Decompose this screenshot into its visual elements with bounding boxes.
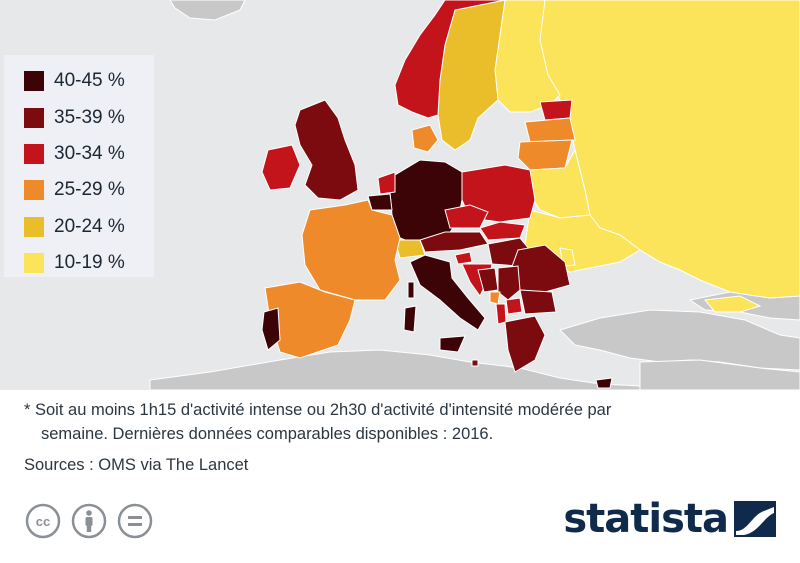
- region-lithuania: [517, 139, 573, 171]
- region-switzerland: [394, 239, 426, 259]
- region-greece: [504, 315, 546, 373]
- region-czechia: [444, 204, 489, 229]
- legend-item: 40-45 %: [24, 63, 154, 99]
- creative-commons-icon[interactable]: cc: [24, 502, 62, 540]
- svg-text:cc: cc: [36, 514, 50, 529]
- footnote: * Soit au moins 1h15 d'activité intense …: [24, 398, 784, 446]
- attribution-icon[interactable]: [70, 502, 108, 540]
- license-icons: cc: [24, 502, 154, 540]
- region-corsica: [407, 281, 415, 299]
- europe-choropleth-map: [0, 0, 800, 390]
- no-derivatives-icon[interactable]: [116, 502, 154, 540]
- legend-item: 30-34 %: [24, 136, 154, 172]
- legend-item: 10-19 %: [24, 245, 154, 281]
- region-slovakia: [479, 221, 526, 241]
- legend-swatch: [24, 180, 44, 201]
- region-macedonia: [505, 297, 523, 315]
- region-portugal: [261, 307, 281, 351]
- legend-item: 25-29 %: [24, 172, 154, 208]
- countries: [261, 0, 800, 389]
- region-germany: [389, 159, 463, 246]
- region-belgium: [367, 193, 393, 211]
- region-italy: [409, 254, 486, 331]
- legend-swatch: [24, 143, 44, 164]
- legend-swatch: [24, 71, 44, 92]
- region-norway: [394, 0, 506, 119]
- region-albania: [495, 303, 507, 325]
- sources-text: Sources : OMS via The Lancet: [24, 456, 249, 474]
- statista-mark-icon: [734, 501, 776, 537]
- region-ireland: [261, 144, 301, 191]
- land-north-africa: [149, 349, 641, 390]
- legend-label: 30-34 %: [54, 142, 125, 164]
- land-greenland: [169, 0, 246, 21]
- land-middle-east: [639, 359, 800, 390]
- legend-item: 35-39 %: [24, 99, 154, 135]
- legend-swatch: [24, 107, 44, 128]
- land-turkey: [559, 309, 800, 371]
- legend-swatch: [24, 216, 44, 237]
- region-cyprus: [595, 377, 613, 389]
- legend-swatch: [24, 253, 44, 274]
- region-netherlands: [377, 171, 396, 195]
- region-denmark: [411, 124, 439, 153]
- region-uk: [294, 99, 359, 201]
- legend-label: 20-24 %: [54, 215, 125, 237]
- region-france: [301, 199, 401, 301]
- region-latvia: [524, 117, 576, 143]
- region-georgia: [704, 295, 762, 313]
- region-bulgaria: [519, 289, 557, 315]
- brand-name: statista: [563, 496, 729, 542]
- footnote-line-2: semaine. Dernières données comparables d…: [41, 425, 494, 443]
- footnote-line-1: * Soit au moins 1h15 d'activité intense …: [24, 401, 612, 419]
- statista-logo[interactable]: statista: [563, 496, 776, 542]
- region-serbia: [497, 265, 521, 301]
- legend: 40-45 % 35-39 % 30-34 % 25-29 % 20-24 % 10-19…: [4, 55, 154, 277]
- legend-item: 20-24 %: [24, 209, 154, 245]
- region-sardinia: [403, 305, 417, 333]
- region-slovenia: [454, 251, 473, 265]
- legend-label: 25-29 %: [54, 179, 125, 201]
- legend-label: 35-39 %: [54, 106, 125, 128]
- legend-label: 10-19 %: [54, 252, 125, 274]
- region-montenegro: [489, 291, 501, 305]
- region-sicily: [439, 335, 466, 353]
- legend-label: 40-45 %: [54, 70, 125, 92]
- region-estonia: [539, 99, 573, 121]
- region-malta: [471, 359, 479, 367]
